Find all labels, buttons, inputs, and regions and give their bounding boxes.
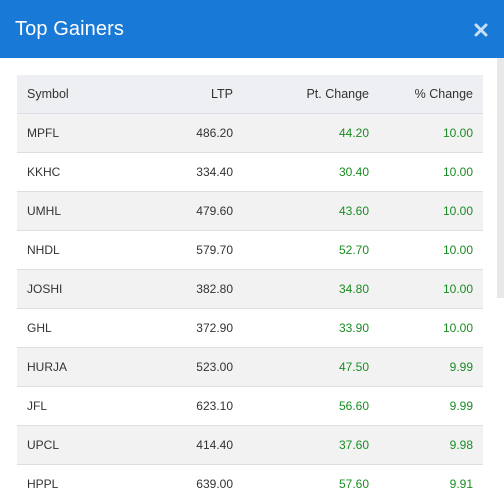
cell-symbol: GHL [17,308,133,348]
cell-symbol: JOSHI [17,269,133,309]
cell-pct-change: 10.00 [379,230,483,270]
table-row[interactable]: NHDL 579.70 52.70 10.00 [17,230,483,270]
cell-pct-change: 10.00 [379,269,483,309]
gainers-table: Symbol LTP Pt. Change % Change MPFL 486.… [17,75,483,499]
cell-symbol: UMHL [17,191,133,231]
cell-symbol: JFL [17,386,133,426]
table-row[interactable]: UMHL 479.60 43.60 10.00 [17,191,483,231]
cell-ltp: 486.20 [133,113,243,153]
cell-pct-change: 10.00 [379,308,483,348]
cell-pt-change: 30.40 [243,152,379,192]
cell-ltp: 479.60 [133,191,243,231]
cell-pt-change: 33.90 [243,308,379,348]
cell-pct-change: 10.00 [379,113,483,153]
cell-ltp: 372.90 [133,308,243,348]
table-row[interactable]: HURJA 523.00 47.50 9.99 [17,347,483,387]
close-button[interactable] [470,19,492,41]
cell-pt-change: 34.80 [243,269,379,309]
cell-symbol: KKHC [17,152,133,192]
table-row[interactable]: UPCL 414.40 37.60 9.98 [17,425,483,465]
cell-pct-change: 10.00 [379,152,483,192]
cell-ltp: 414.40 [133,425,243,465]
cell-pct-change: 10.00 [379,191,483,231]
table-row[interactable]: KKHC 334.40 30.40 10.00 [17,152,483,192]
cell-pt-change: 47.50 [243,347,379,387]
cell-pt-change: 57.60 [243,464,379,499]
table-row[interactable]: JOSHI 382.80 34.80 10.00 [17,269,483,309]
cell-ltp: 623.10 [133,386,243,426]
cell-ltp: 579.70 [133,230,243,270]
table-row[interactable]: MPFL 486.20 44.20 10.00 [17,113,483,153]
cell-ltp: 334.40 [133,152,243,192]
table-row[interactable]: JFL 623.10 56.60 9.99 [17,386,483,426]
header-pct-change[interactable]: % Change [379,75,483,114]
header-ltp[interactable]: LTP [133,75,243,114]
cell-pct-change: 9.98 [379,425,483,465]
header-symbol[interactable]: Symbol [17,75,133,114]
cell-ltp: 639.00 [133,464,243,499]
dialog-body: Symbol LTP Pt. Change % Change MPFL 486.… [0,58,504,499]
cell-pt-change: 37.60 [243,425,379,465]
cell-symbol: HURJA [17,347,133,387]
scrollbar[interactable] [497,58,504,298]
table-row[interactable]: HPPL 639.00 57.60 9.91 [17,464,483,499]
cell-ltp: 523.00 [133,347,243,387]
cell-pct-change: 9.99 [379,386,483,426]
close-icon [474,23,488,37]
cell-pt-change: 43.60 [243,191,379,231]
cell-pct-change: 9.99 [379,347,483,387]
table-row[interactable]: GHL 372.90 33.90 10.00 [17,308,483,348]
cell-pt-change: 52.70 [243,230,379,270]
cell-symbol: NHDL [17,230,133,270]
cell-ltp: 382.80 [133,269,243,309]
table-header-row: Symbol LTP Pt. Change % Change [17,75,483,114]
cell-pt-change: 56.60 [243,386,379,426]
cell-symbol: UPCL [17,425,133,465]
cell-symbol: HPPL [17,464,133,499]
dialog-header: Top Gainers [0,0,504,58]
dialog-title: Top Gainers [15,17,124,40]
header-pt-change[interactable]: Pt. Change [243,75,379,114]
cell-symbol: MPFL [17,113,133,153]
cell-pt-change: 44.20 [243,113,379,153]
cell-pct-change: 9.91 [379,464,483,499]
